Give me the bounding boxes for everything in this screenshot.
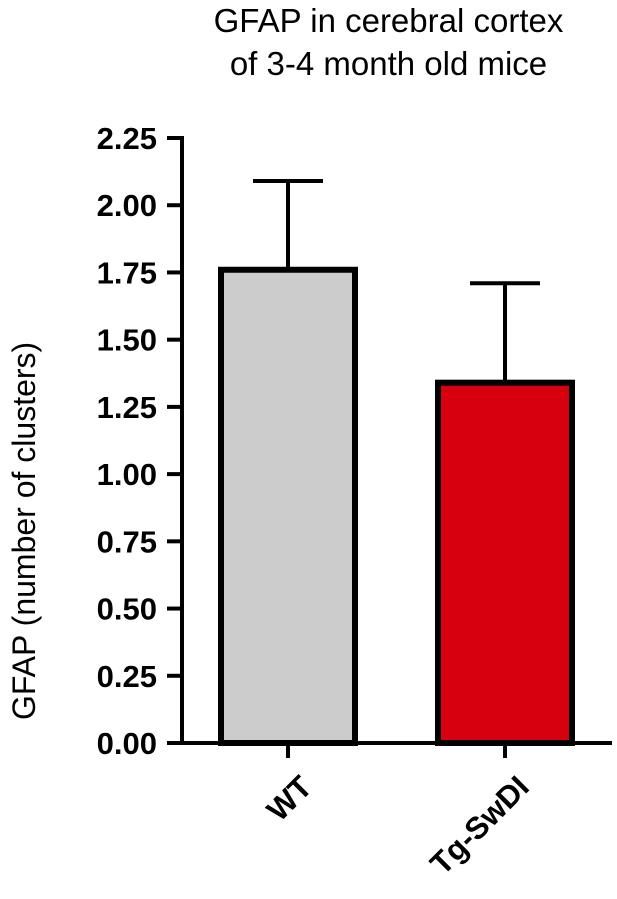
y-tick-label: 0.75: [97, 524, 157, 559]
y-tick-label: 2.00: [97, 188, 157, 223]
y-tick-label: 0.25: [97, 659, 157, 694]
chart-title-line-2: of 3-4 month old mice: [229, 45, 548, 82]
bar: [435, 379, 575, 746]
x-tick-label: WT: [260, 769, 319, 828]
bar: [218, 266, 358, 746]
y-tick-label: 1.75: [97, 255, 157, 290]
y-tick-label: 1.00: [97, 457, 157, 492]
y-tick-label: 0.50: [97, 592, 157, 627]
x-tick-label: Tg-SwDI: [423, 769, 535, 881]
y-tick-label: 1.25: [97, 390, 157, 425]
y-tick-label: 0.00: [97, 726, 157, 761]
y-tick-label: 1.50: [97, 323, 157, 358]
y-tick-label: 2.25: [97, 121, 157, 156]
chart-title-line-1: GFAP in cerebral cortex: [213, 2, 564, 39]
